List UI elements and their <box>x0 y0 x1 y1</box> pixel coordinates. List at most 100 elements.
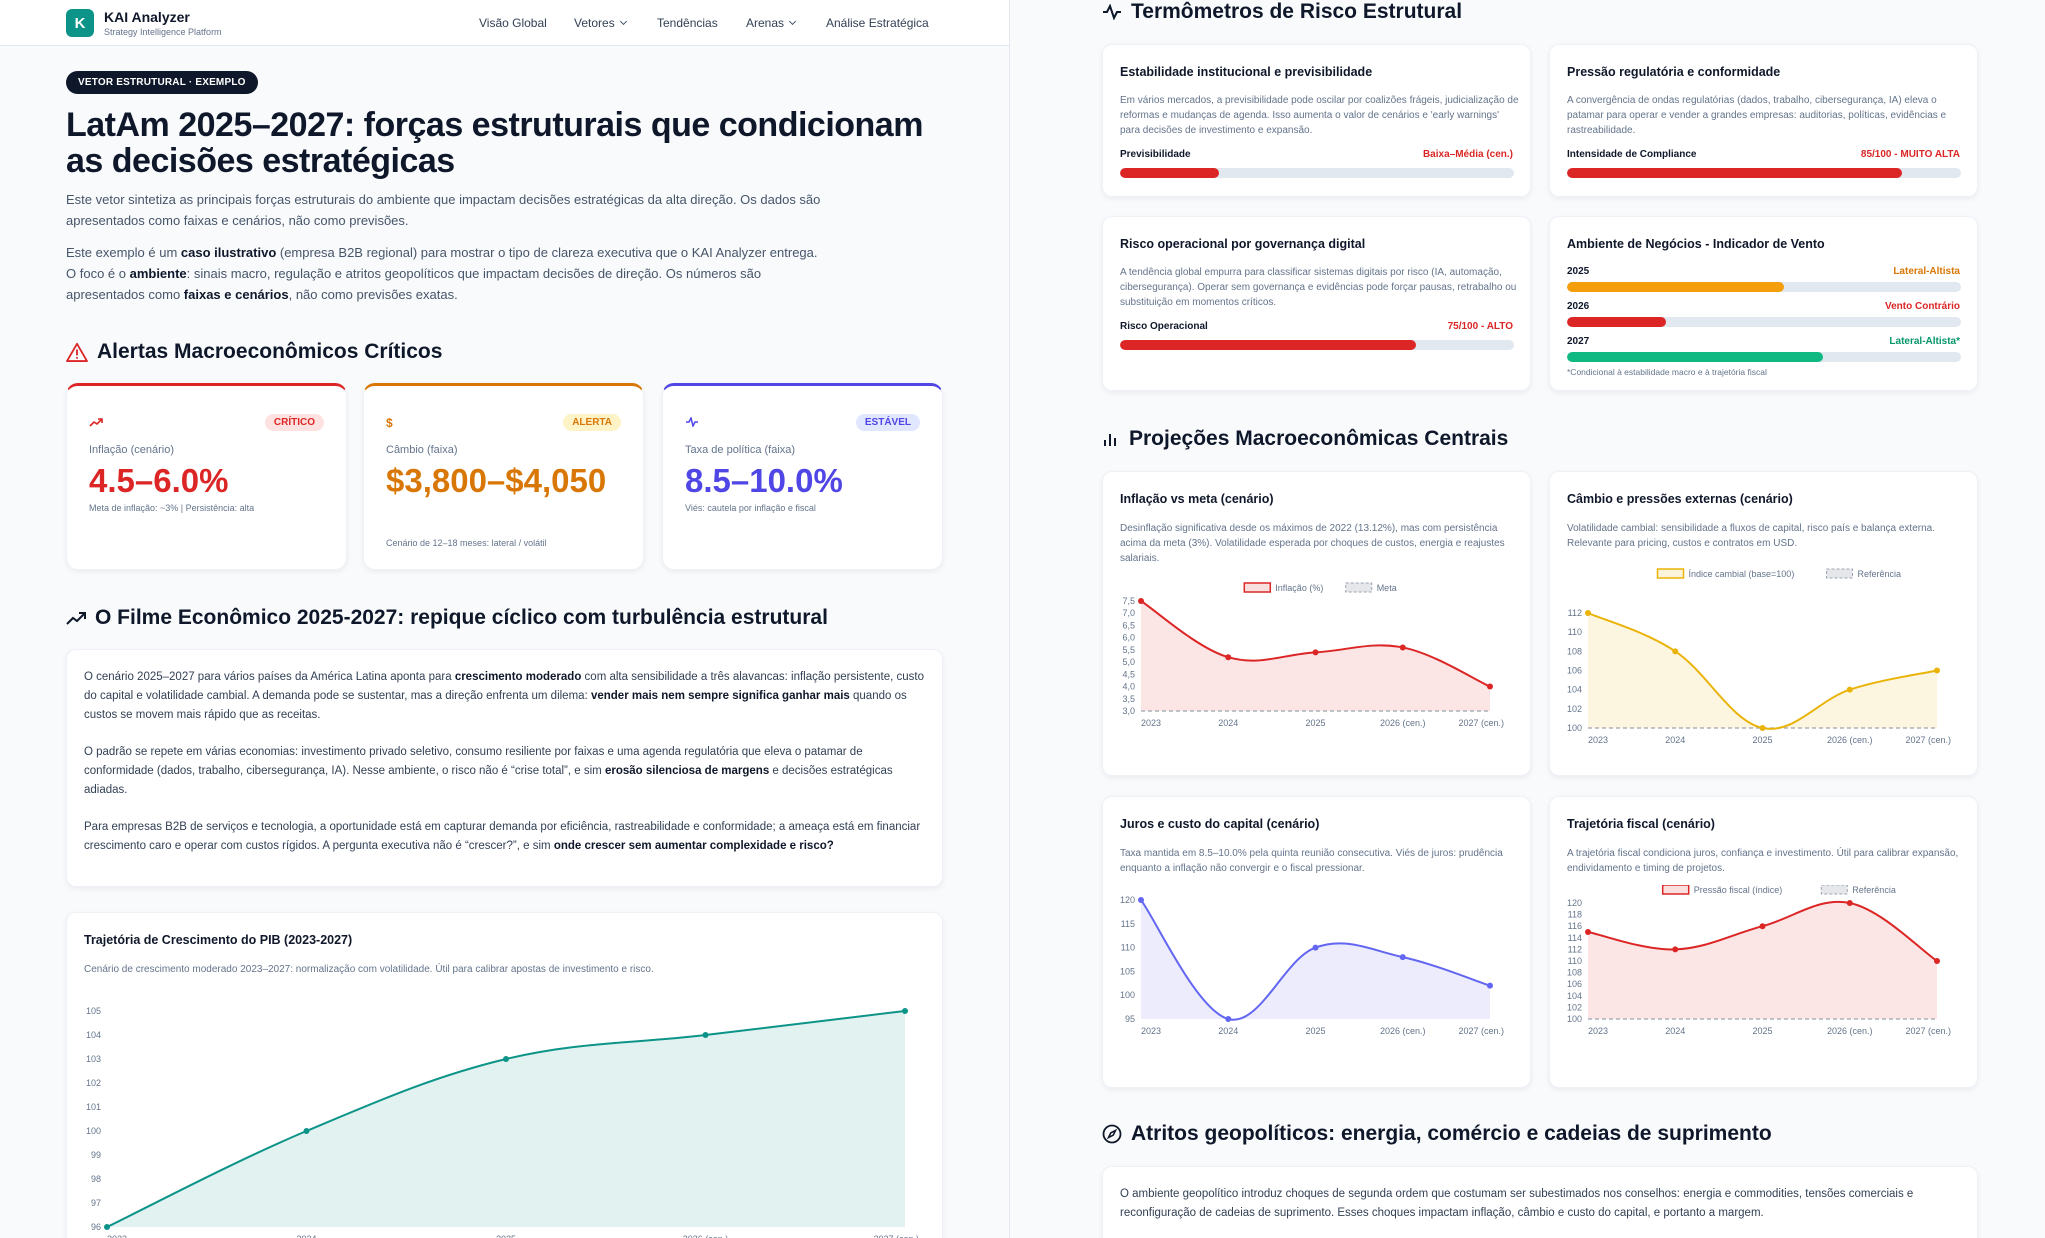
nav-vetores[interactable]: Vetores <box>574 16 627 30</box>
data-point <box>1585 610 1591 616</box>
data-point <box>1934 667 1940 674</box>
data-point <box>1138 897 1144 903</box>
y-tick-label: 98 <box>91 1174 101 1184</box>
card-title: Ambiente de Negócios - Indicador de Vent… <box>1567 237 1825 251</box>
chevron-down-icon <box>619 17 627 26</box>
y-tick-label: 102 <box>86 1078 101 1088</box>
y-tick-label: 108 <box>1567 646 1582 656</box>
data-point <box>303 1128 310 1134</box>
alert-note: Cenário de 12–18 meses: lateral / voláti… <box>386 538 547 548</box>
nav-arenas[interactable]: Arenas <box>746 16 797 30</box>
y-tick-label: 120 <box>1567 898 1582 908</box>
status-badge: ALERTA <box>563 414 621 431</box>
y-tick-label: 110 <box>1568 627 1582 637</box>
x-tick-label: 2024 <box>1218 718 1238 728</box>
wind-label: Lateral-Altista* <box>1889 336 1960 347</box>
y-tick-label: 6,0 <box>1122 633 1135 643</box>
legend-swatch <box>1243 582 1272 593</box>
y-tick-label: 100 <box>1567 723 1582 733</box>
wind-year: 2026 <box>1567 301 1590 312</box>
bar-label: Intensidade de Compliance <box>1567 149 1697 160</box>
data-point <box>902 1008 908 1014</box>
nav-tendencias[interactable]: Tendências <box>657 16 718 30</box>
page-title: LatAm 2025–2027: forças estruturais que … <box>66 106 923 180</box>
alert-label: Câmbio (faixa) <box>386 444 458 456</box>
risk-card-governanca: Risco operacional por governança digital… <box>1102 216 1531 391</box>
card-description: A convergência de ondas regulatórias (da… <box>1567 95 1947 136</box>
warning-triangle-icon <box>66 342 88 362</box>
geo-paragraph: O ambiente geopolítico introduz choques … <box>1120 1188 1914 1219</box>
wind-footnote: *Condicional à estabilidade macro e à tr… <box>1567 367 1767 377</box>
gdp-chart: 96 97 98 99 100 101 102 103 104 105 2023 2024 2025 20… <box>86 1006 919 1238</box>
bar-value: 75/100 - ALTO <box>1447 321 1513 332</box>
series-area <box>107 1011 905 1227</box>
wind-bar-2027 <box>1567 352 1961 362</box>
x-tick-label: 2025 <box>496 1234 516 1238</box>
brand-subtitle: Strategy Intelligence Platform <box>104 27 222 37</box>
brand-name[interactable]: KAI Analyzer <box>104 9 190 25</box>
data-point <box>1672 946 1679 953</box>
y-tick-label: 5,0 <box>1122 657 1135 667</box>
y-tick-label: 105 <box>86 1006 101 1016</box>
y-tick-label: 112 <box>1568 608 1582 618</box>
chart-description: Taxa mantida em 8.5–10.0% pela quinta re… <box>1120 848 1503 874</box>
series-area <box>1588 613 1937 729</box>
legend-label: Referência <box>1858 569 1902 579</box>
risk-card-regulatoria: Pressão regulatória e conformidade A con… <box>1549 44 1978 197</box>
risk-card-estabilidade: Estabilidade institucional e previsibili… <box>1102 44 1531 197</box>
logo-icon[interactable]: K <box>66 9 94 37</box>
x-tick-label: 2025 <box>1752 735 1772 745</box>
legend-swatch <box>1345 582 1373 593</box>
film-paragraph-2: O padrão se repete em várias economias: … <box>84 746 893 796</box>
data-point <box>104 1224 110 1230</box>
lead-paragraph-2: Este exemplo é um caso ilustrativo (empr… <box>66 245 818 302</box>
data-point <box>1672 648 1679 655</box>
alert-value: 8.5–10.0% <box>685 462 843 499</box>
risk-bar <box>1120 168 1514 178</box>
y-tick-label: 105 <box>1120 966 1135 976</box>
x-tick-label: 2026 (cen.) <box>1827 1026 1873 1036</box>
risk-bar <box>1120 340 1514 350</box>
y-tick-label: 100 <box>1567 1014 1582 1024</box>
y-tick-label: 102 <box>1567 1002 1582 1012</box>
chart-legend: Inflação (%) Meta <box>1243 582 1397 593</box>
card-title: Estabilidade institucional e previsibili… <box>1120 65 1373 79</box>
x-tick-label: 2023 <box>1588 1026 1608 1036</box>
status-badge: CRÍTICO <box>264 414 324 431</box>
nav-visao-global[interactable]: Visão Global <box>479 16 547 30</box>
y-tick-label: 116 <box>1568 921 1582 931</box>
data-point <box>503 1056 509 1062</box>
chart-description: Desinflação significativa desde os máxim… <box>1120 523 1505 564</box>
series-area <box>1141 900 1490 1020</box>
alert-note: Meta de inflação: ~3% | Persistência: al… <box>89 503 255 513</box>
chart-card-cambio: Câmbio e pressões externas (cenário) Vol… <box>1549 471 1978 776</box>
x-tick-label: 2026 (cen.) <box>683 1234 729 1238</box>
pulse-icon <box>685 415 699 430</box>
chart-card-fiscal: Trajetória fiscal (cenário) A trajetória… <box>1549 796 1978 1088</box>
x-tick-label: 2027 (cen.) <box>1905 735 1951 745</box>
y-tick-label: 106 <box>1567 666 1582 676</box>
x-tick-label: 2025 <box>1752 1026 1772 1036</box>
wind-label: Lateral-Altista <box>1893 266 1960 277</box>
card-title: Risco operacional por governança digital <box>1120 237 1366 251</box>
bar-value: 85/100 - MUITO ALTA <box>1860 149 1960 160</box>
x-tick-label: 2027 (cen.) <box>1905 1026 1951 1036</box>
y-tick-label: 5,5 <box>1122 645 1135 655</box>
wind-label: Vento Contrário <box>1884 301 1960 312</box>
alert-note: Viés: cautela por inflação e fiscal <box>685 503 816 513</box>
film-paragraph-1: O cenário 2025–2027 para vários países d… <box>84 671 924 721</box>
chart-title: Juros e custo do capital (cenário) <box>1120 817 1320 831</box>
fx-chart: 100 102 104 106 108 110 112 2023 2024 2025 2026 (c… <box>1567 568 1951 745</box>
y-tick-label: 100 <box>86 1126 101 1136</box>
dollar-icon: $ <box>386 416 393 430</box>
nav-analise-estrategica[interactable]: Análise Estratégica <box>826 16 929 30</box>
chart-card-juros: Juros e custo do capital (cenário) Taxa … <box>1102 796 1531 1088</box>
y-tick-label: 7,5 <box>1122 596 1135 606</box>
legend-label: Inflação (%) <box>1275 583 1323 593</box>
chart-description: A trajetória fiscal condiciona juros, co… <box>1567 848 1959 874</box>
risk-section-title: Termômetros de Risco Estrutural <box>1102 0 1462 24</box>
data-point <box>1846 686 1853 693</box>
trend-up-icon <box>89 416 103 430</box>
vector-pill: VETOR ESTRUTURAL · EXEMPLO <box>66 71 258 94</box>
